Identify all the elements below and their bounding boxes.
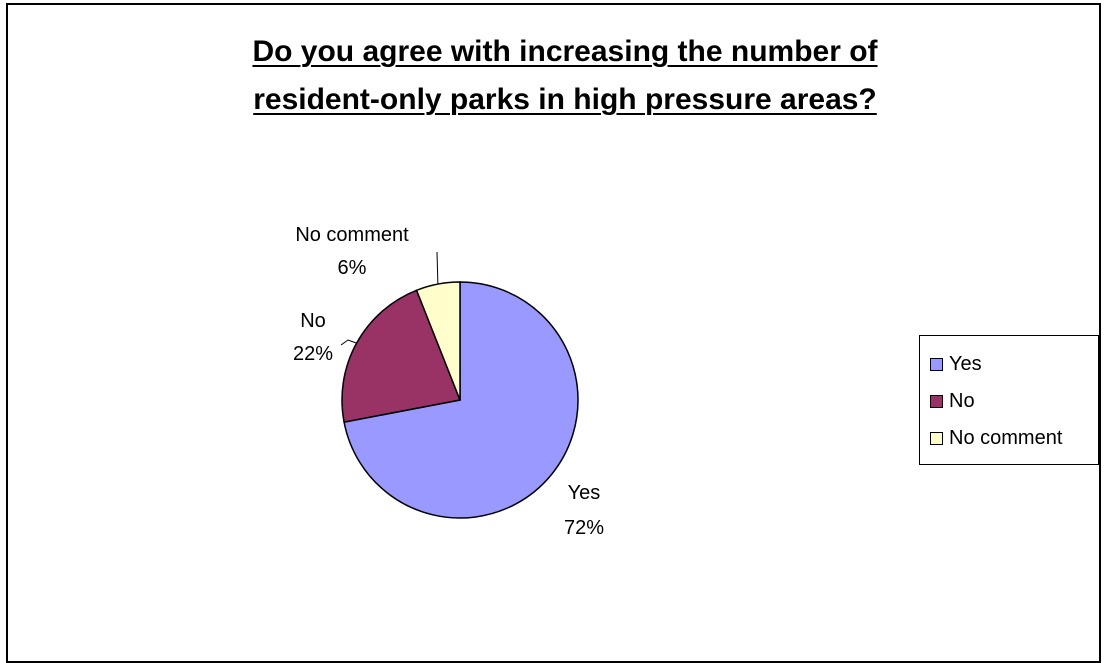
pie-slice-yes [343, 281, 579, 519]
legend-item-yes: Yes [920, 346, 1098, 383]
pie-slice-no [341, 289, 462, 423]
legend-item-no: No [920, 383, 1098, 420]
data-label-category-yes: Yes [568, 482, 601, 504]
legend-label-no-comment: No comment [949, 427, 1063, 449]
data-label-value-no: 22% [293, 343, 333, 365]
leader-line-no-comment [436, 251, 439, 285]
legend-item-no-comment: No comment [920, 420, 1098, 457]
legend-label-yes: Yes [949, 353, 982, 375]
leader-line-no [340, 339, 357, 346]
data-label-category-no-comment: No comment [295, 224, 409, 246]
data-label-value-no-comment: 6% [338, 257, 367, 279]
chart-title-line-2: resident-only parks in high pressure are… [253, 83, 877, 116]
legend: Yes No No comment [919, 335, 1099, 465]
chart-title: Do you agree with increasing the number … [0, 28, 1104, 124]
legend-swatch-no-comment [930, 432, 943, 445]
chart-title-line-1: Do you agree with increasing the number … [252, 35, 878, 68]
data-label-value-yes: 72% [564, 517, 604, 539]
pie-slice-no-comment [415, 281, 461, 401]
legend-label-no: No [949, 390, 975, 412]
data-label-category-no: No [300, 310, 326, 332]
legend-swatch-no [930, 395, 943, 408]
legend-swatch-yes [930, 358, 943, 371]
